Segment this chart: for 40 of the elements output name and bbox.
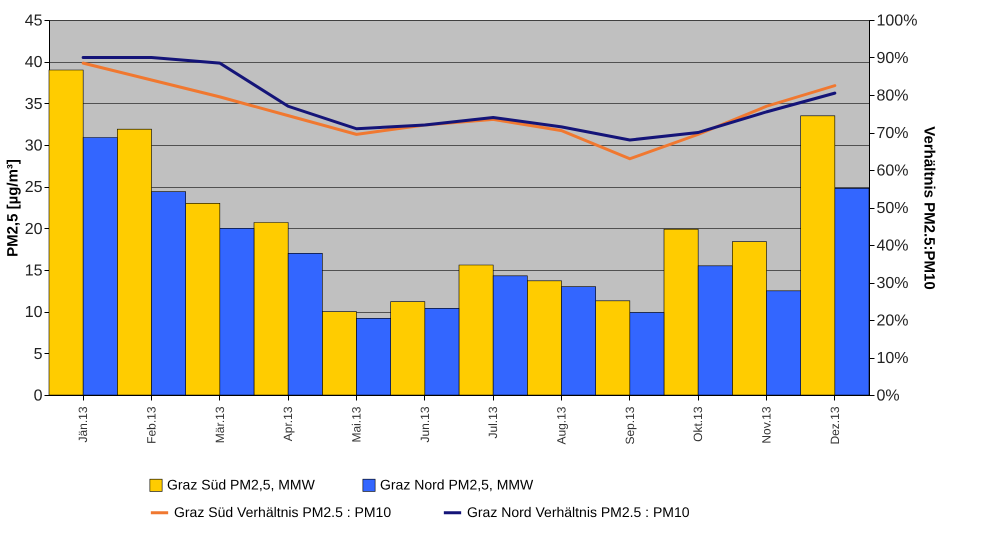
x-tick-label: Feb.13 xyxy=(144,406,158,444)
x-tick-label: Sep.13 xyxy=(622,406,637,445)
y-tick-label: 25 xyxy=(24,179,43,196)
y-tick-label: 10 xyxy=(24,304,43,322)
x-tick-label: Jän.13 xyxy=(76,406,90,443)
y2-tick-label: 90% xyxy=(876,50,909,67)
x-tick-label: Jul.13 xyxy=(486,406,500,439)
y-tick-label: 20 xyxy=(24,220,43,238)
y2-tick-label: 40% xyxy=(876,238,909,254)
y-tick-label: 40 xyxy=(24,54,43,72)
y2-tick-label: 60% xyxy=(876,162,909,180)
y-tick-label: 45 xyxy=(24,12,43,30)
y2-tick-label: 50% xyxy=(876,200,909,217)
x-tick-label: Mai.13 xyxy=(350,406,364,443)
line-series xyxy=(82,56,836,142)
x-tick-label: Okt.13 xyxy=(691,406,706,442)
y2-tick-label: 70% xyxy=(876,125,909,142)
legend-label: Graz Süd PM2,5, MMW xyxy=(167,476,316,492)
x-tick-label: Jun.13 xyxy=(418,406,432,443)
y-tick-label: 0 xyxy=(34,388,43,404)
y2-tick-label: 10% xyxy=(876,350,909,367)
legend-label: Graz Süd Verhältnis PM2.5 : PM10 xyxy=(174,504,392,520)
y-axis-title: PM2,5 [µg/m³] xyxy=(4,159,22,257)
x-tick-label: Apr.13 xyxy=(281,406,296,442)
y-tick-label: 15 xyxy=(24,262,43,280)
y-tick-label: 30 xyxy=(24,138,43,154)
legend-label: Graz Nord Verhältnis PM2.5 : PM10 xyxy=(467,504,690,520)
y-tick-label: 5 xyxy=(34,346,43,363)
y2-axis-title: Verhältnis PM2.5:PM10 xyxy=(920,126,938,290)
y2-tick-label: 100% xyxy=(876,12,918,30)
y-tick-label: 35 xyxy=(24,96,43,113)
y2-tick-label: 80% xyxy=(876,88,909,104)
x-tick-label: Aug.13 xyxy=(554,406,568,445)
y2-tick-label: 30% xyxy=(876,275,909,292)
y2-tick-label: 20% xyxy=(876,312,909,330)
x-tick-label: Nov.13 xyxy=(760,406,774,444)
legend-label: Graz Nord PM2,5, MMW xyxy=(380,476,534,492)
x-tick-label: Mär.13 xyxy=(212,406,227,444)
x-tick-label: Dez.13 xyxy=(828,406,842,445)
y2-tick-label: 0% xyxy=(876,388,900,404)
